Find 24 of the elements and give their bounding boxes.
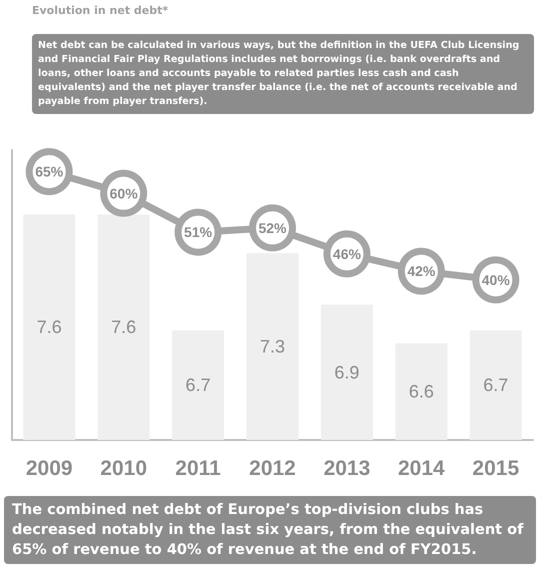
data-label: 7.6 [36,317,62,338]
data-label: 6.7 [483,375,508,396]
x-tick-label: 2012 [249,457,296,480]
data-label: 6.6 [408,382,434,402]
data-label: 60% [110,185,138,202]
data-label: 6.7 [186,375,211,396]
x-tick-label: 2014 [398,457,446,480]
x-tick-label: 2010 [100,457,147,480]
data-label: 52% [258,220,288,236]
chart-title: Evolution in net debt* [32,4,168,17]
text: The combined net debt of Europe’s top-division clubs has decreased notably in the last six years, from the equivalent of 65% of revenue to 40% of revenue at the end of FY2015. [4,496,536,564]
data-label: 40% [482,272,510,288]
data-label: 6.9 [334,362,360,382]
data-label: 7.3 [260,336,286,357]
data-label: 51% [184,224,213,240]
x-tick-label: 2011 [175,457,222,480]
data-label: 46% [332,246,362,262]
text: Net debt can be calculated in various ways, but the definition in the UEFA Club Licensing and Financial Fair Play Regulations includes net borrowings (i.e. bank overdrafts and loans, other loans and accounts payable to related parties less cash and cash equivalents) and the net player transfer balance (i.e. the net of accounts receivable and payable from player transfers). [32,34,534,114]
data-label: 42% [407,263,436,280]
x-tick-label: 2015 [472,457,520,480]
x-tick-label: 2009 [26,457,73,480]
data-label: 65% [35,164,64,180]
data-label: 7.6 [111,317,136,338]
x-tick-label: 2013 [324,457,370,480]
